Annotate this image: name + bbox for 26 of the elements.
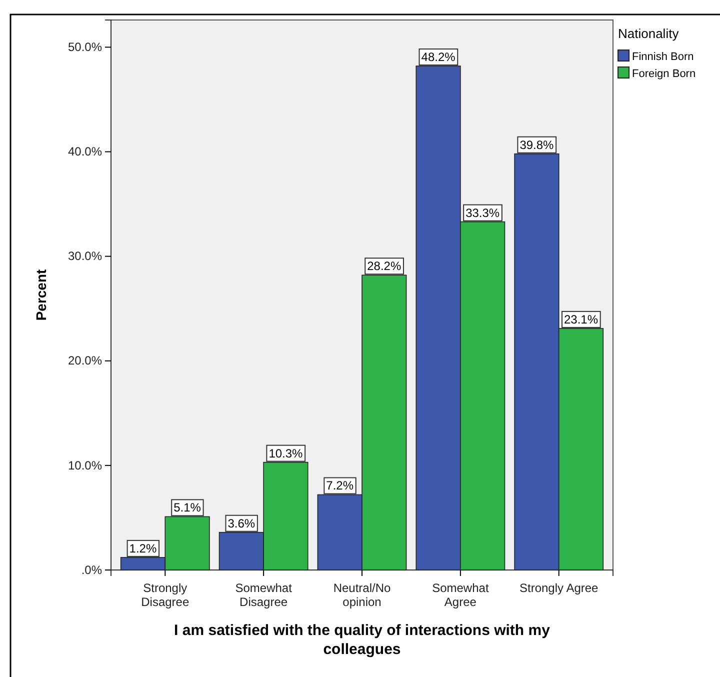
data-label: 48.2% <box>421 50 456 64</box>
legend-title: Nationality <box>618 26 680 41</box>
y-axis-title: Percent <box>33 268 49 321</box>
legend-label: Foreign Born <box>632 68 696 80</box>
data-label: 7.2% <box>326 478 354 493</box>
x-tick-label: Somewhat Disagree <box>235 581 293 609</box>
y-tick-label: 30.0% <box>68 249 102 264</box>
x-tick-label: Strongly Agree <box>520 581 599 595</box>
y-tick-label: .0% <box>81 562 102 577</box>
data-label: 3.6% <box>228 516 256 530</box>
data-label: 33.3% <box>466 206 500 220</box>
data-label: 10.3% <box>268 446 304 460</box>
y-tick-label: 10.0% <box>68 458 102 472</box>
data-label: 23.1% <box>564 312 598 326</box>
data-label: 39.8% <box>520 138 554 152</box>
data-label: 5.1% <box>174 500 202 515</box>
y-tick-label: 40.0% <box>68 144 102 159</box>
data-label: 28.2% <box>367 259 402 274</box>
y-tick-label: 50.0% <box>68 40 102 54</box>
data-label: 1.2% <box>129 541 157 556</box>
x-tick-label: Somewhat Agree <box>432 581 490 609</box>
x-axis-title: I am satisfied with the quality of interactions with my colleagues <box>174 622 551 658</box>
legend-label: Finnish Born <box>632 51 694 63</box>
x-tick-label: Strongly Disagree <box>141 581 190 609</box>
y-tick-label: 20.0% <box>68 354 102 368</box>
x-tick-label: Neutral/No opinion <box>333 581 392 609</box>
